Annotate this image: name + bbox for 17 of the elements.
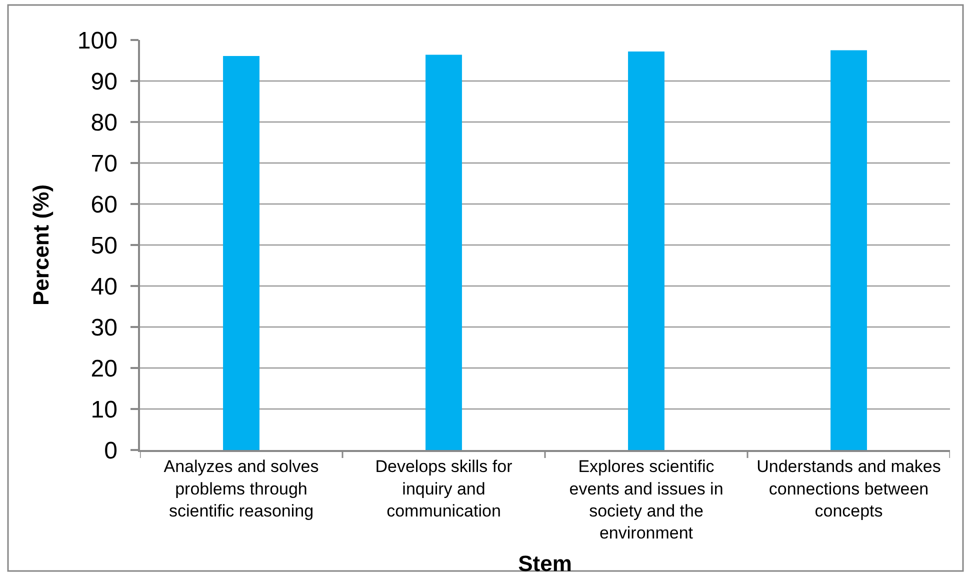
y-axis-title: Percent (%) xyxy=(28,184,54,306)
y-tick-label: 70 xyxy=(90,150,118,178)
y-tick-label: 0 xyxy=(104,437,118,464)
x-tick-label: Analyzes and solves problems through scientific reasoning xyxy=(164,457,319,520)
x-tick-label: Develops skills for inquiry and communication xyxy=(375,457,513,520)
y-tick-label: 100 xyxy=(77,27,118,54)
y-tick-label: 90 xyxy=(90,68,118,96)
y-tick-label: 20 xyxy=(90,355,118,382)
x-tick-label: Understands and makes connections between concepts xyxy=(756,457,941,520)
y-tick-label: 10 xyxy=(90,396,118,424)
y-tick-label: 80 xyxy=(90,109,118,136)
y-tick-label: 50 xyxy=(90,232,118,260)
y-tick-label: 40 xyxy=(90,273,118,300)
x-tick-label: Explores scientific events and issues in society and the environment xyxy=(569,457,724,542)
x-axis-title: Stem xyxy=(518,550,572,576)
y-tick-label: 60 xyxy=(90,191,118,218)
y-tick-label: 30 xyxy=(90,314,118,342)
